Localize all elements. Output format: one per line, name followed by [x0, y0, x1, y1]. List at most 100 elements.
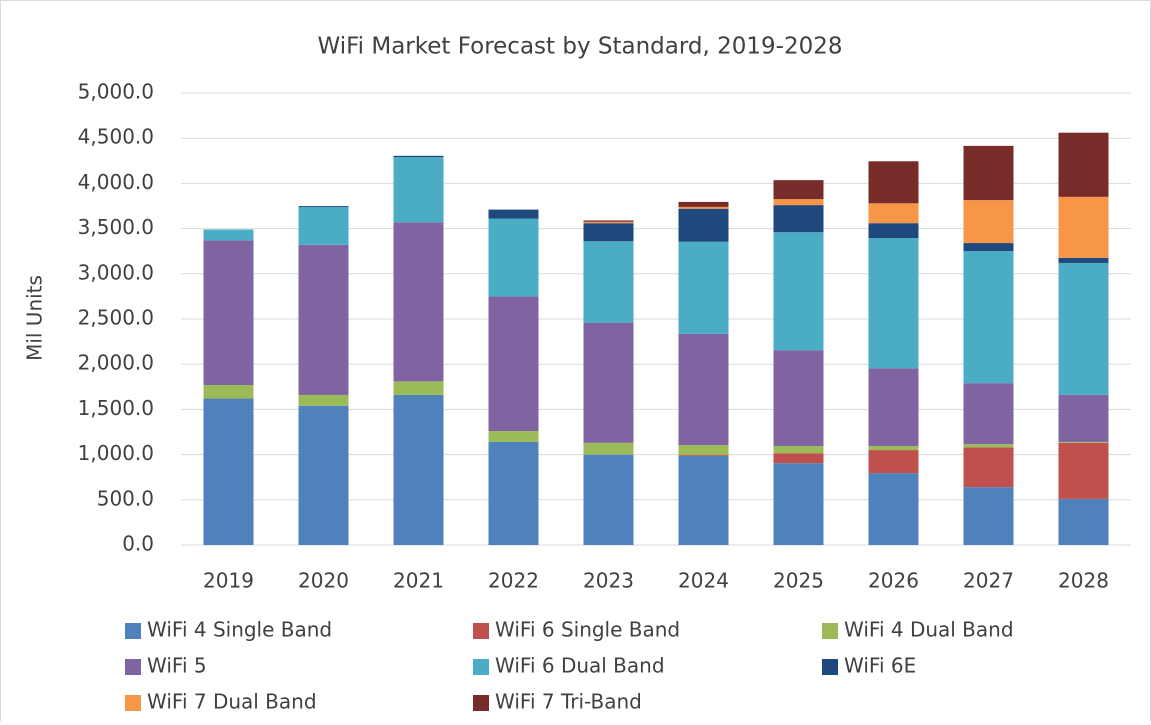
legend-swatch	[473, 659, 489, 675]
bar-segment	[963, 145, 1014, 201]
bar-segment	[963, 251, 1014, 384]
x-tick-label: 2022	[488, 569, 539, 593]
bar-segment	[583, 223, 634, 242]
bar-segment	[868, 238, 919, 369]
bar-segment	[298, 394, 349, 406]
bar-segment	[203, 229, 254, 241]
legend-label: WiFi 6E	[844, 654, 916, 678]
legend-swatch	[473, 623, 489, 639]
bar-segment	[678, 208, 729, 242]
bar-segment	[1058, 498, 1109, 545]
bar-segment	[678, 445, 729, 456]
legend-label: WiFi 7 Dual Band	[147, 690, 317, 714]
y-tick-label: 500.0	[97, 486, 154, 510]
bar-segment	[583, 454, 634, 545]
bar-segment	[963, 447, 1014, 488]
bar-segment	[393, 157, 444, 223]
y-tick-label: 4,500.0	[78, 125, 154, 149]
legend-label: WiFi 6 Single Band	[495, 618, 680, 642]
bar-segment	[963, 243, 1014, 252]
bar-segment	[393, 222, 444, 382]
bar-segment	[773, 446, 824, 454]
bar-segment	[203, 384, 254, 399]
bar-segment	[393, 155, 444, 158]
bar-segment	[1058, 257, 1109, 263]
chart-title: WiFi Market Forecast by Standard, 2019-2…	[317, 34, 842, 60]
bar-segment	[773, 180, 824, 200]
bar-segment	[868, 368, 919, 447]
bar-segment	[1058, 196, 1109, 258]
bar-segment	[963, 383, 1014, 445]
bar-segment	[773, 453, 824, 464]
x-tick-label: 2028	[1058, 569, 1109, 593]
bar-segment	[773, 463, 824, 545]
bar-segment	[583, 442, 634, 455]
bar-segment	[583, 221, 634, 224]
bar-segment	[488, 218, 539, 297]
bar-segment	[773, 199, 824, 206]
bar-segment	[1058, 441, 1109, 443]
bar-segment	[773, 205, 824, 233]
y-tick-label: 5,000.0	[78, 80, 154, 104]
bar-segment	[298, 206, 349, 207]
legend-label: WiFi 6 Dual Band	[495, 654, 665, 678]
y-tick-label: 3,500.0	[78, 215, 154, 239]
bar-segment	[678, 455, 729, 545]
y-tick-label: 1,000.0	[78, 441, 154, 465]
bar-segment	[1058, 442, 1109, 499]
y-axis-label: Mil Units	[23, 275, 47, 361]
y-tick-label: 4,000.0	[78, 170, 154, 194]
bar-segment	[868, 161, 919, 204]
y-tick-label: 3,000.0	[78, 260, 154, 284]
y-tick-label: 2,000.0	[78, 351, 154, 375]
legend-swatch	[822, 623, 838, 639]
bar-segment	[488, 441, 539, 545]
bar-segment	[868, 446, 919, 451]
bar-segment	[393, 381, 444, 395]
bar-segment	[868, 450, 919, 474]
bar-segment	[393, 394, 444, 545]
bar-segment	[963, 444, 1014, 448]
bar-segment	[1058, 394, 1109, 442]
bar-segment	[298, 405, 349, 545]
bar-segment	[868, 473, 919, 545]
y-tick-label: 1,500.0	[78, 396, 154, 420]
bar-segment	[678, 206, 729, 209]
bar-segment	[488, 431, 539, 442]
x-tick-label: 2021	[393, 569, 444, 593]
bar-segment	[868, 223, 919, 239]
legend-label: WiFi 5	[147, 654, 207, 678]
bar-segment	[963, 200, 1014, 244]
bar-segment	[678, 333, 729, 446]
x-tick-label: 2024	[678, 569, 729, 593]
bar-segment	[1058, 132, 1109, 197]
bar-segment	[488, 209, 539, 219]
y-tick-label: 0.0	[122, 532, 154, 556]
bar-segment	[583, 241, 634, 323]
bar-segment	[583, 220, 634, 222]
legend-label: WiFi 4 Dual Band	[844, 618, 1014, 642]
bar-segment	[298, 244, 349, 395]
bar-segment	[678, 455, 729, 456]
legend-swatch	[125, 659, 141, 675]
bar-segment	[203, 240, 254, 385]
x-tick-label: 2027	[963, 569, 1014, 593]
bar-segment	[678, 201, 729, 207]
legend-label: WiFi 7 Tri-Band	[495, 690, 642, 714]
legend-swatch	[822, 659, 838, 675]
x-tick-label: 2026	[868, 569, 919, 593]
bar-segment	[583, 322, 634, 443]
legend-swatch	[125, 623, 141, 639]
legend-swatch	[125, 695, 141, 711]
bar-segment	[488, 296, 539, 432]
bar-segment	[773, 350, 824, 447]
x-tick-label: 2019	[203, 569, 254, 593]
bar-segment	[963, 487, 1014, 545]
y-tick-label: 2,500.0	[78, 306, 154, 330]
x-tick-label: 2023	[583, 569, 634, 593]
x-tick-label: 2025	[773, 569, 824, 593]
bar-segment	[203, 398, 254, 545]
bar-segment	[298, 206, 349, 245]
